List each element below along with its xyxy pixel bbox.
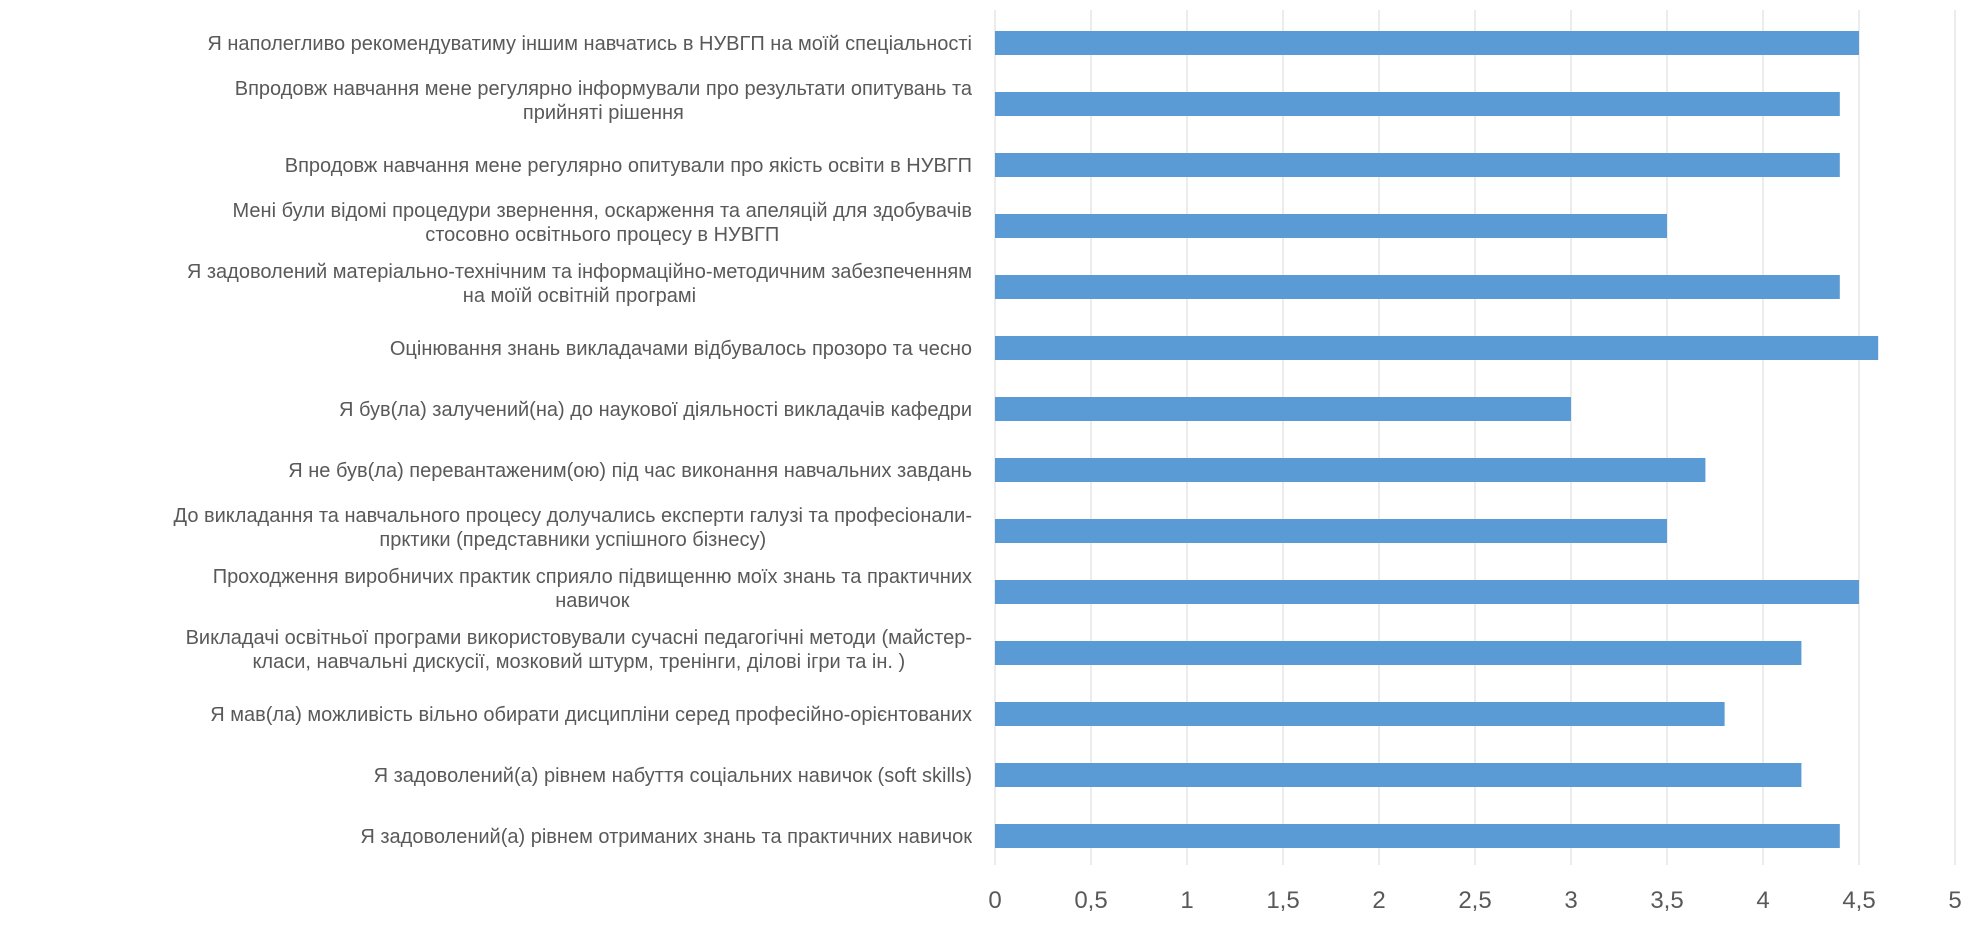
category-label-line: Я задоволений(а) рівнем набуття соціальн… xyxy=(374,765,972,787)
x-tick-label: 1 xyxy=(1180,887,1193,914)
category-label-line: Я задоволений матеріально-технічним та і… xyxy=(187,261,972,283)
bar xyxy=(995,275,1840,299)
category-label-line: прийняті рішення xyxy=(523,102,684,124)
bar xyxy=(995,336,1879,360)
category-label-line: Впродовж навчання мене регулярно інформу… xyxy=(235,78,973,100)
category-label: Я задоволений(а) рівнем отриманих знань … xyxy=(360,826,972,848)
category-label: Я наполегливо рекомендуватиму іншим навч… xyxy=(207,33,972,55)
category-label-line: прктики (представники успішного бізнесу) xyxy=(379,529,766,551)
x-tick-label: 0,5 xyxy=(1074,887,1107,914)
x-tick-label: 2,5 xyxy=(1458,887,1491,914)
category-label-line: Викладачі освітньої програми використову… xyxy=(186,627,972,649)
category-label-line: навичок xyxy=(555,590,630,612)
bar xyxy=(995,702,1725,726)
bar xyxy=(995,458,1706,482)
category-label: Впродовж навчання мене регулярно інформу… xyxy=(235,78,973,124)
gridlines xyxy=(994,10,1956,865)
category-label-line: Я задоволений(а) рівнем отриманих знань … xyxy=(360,826,972,848)
x-tick-label: 2 xyxy=(1372,887,1385,914)
bar xyxy=(995,153,1840,177)
category-label-line: класи, навчальні дискусії, мозковий штур… xyxy=(252,651,905,673)
category-label-line: Я не був(ла) перевантаженим(ою) під час … xyxy=(288,460,972,482)
bar xyxy=(995,31,1859,55)
category-label: До викладання та навчального процесу дол… xyxy=(174,505,972,551)
category-label: Викладачі освітньої програми використову… xyxy=(186,627,972,673)
category-label-line: Проходження виробничих практик сприяло п… xyxy=(213,566,972,588)
x-tick-label: 0 xyxy=(988,887,1001,914)
bar xyxy=(995,580,1859,604)
category-label: Мені були відомі процедури звернення, ос… xyxy=(233,200,972,246)
bars xyxy=(995,31,1879,848)
x-tick-label: 3 xyxy=(1564,887,1577,914)
category-label-line: Оцінювання знань викладачами відбувалось… xyxy=(390,338,972,360)
category-label: Оцінювання знань викладачами відбувалось… xyxy=(390,338,972,360)
category-label: Я задоволений матеріально-технічним та і… xyxy=(187,261,972,307)
category-label: Я не був(ла) перевантаженим(ою) під час … xyxy=(288,460,972,482)
x-tick-label: 5 xyxy=(1948,887,1961,914)
category-label-line: на моїй освітній програмі xyxy=(463,285,696,307)
category-label: Впродовж навчання мене регулярно опитува… xyxy=(285,155,972,177)
category-label: Я був(ла) залучений(на) до наукової діял… xyxy=(339,399,972,421)
category-label-line: Я був(ла) залучений(на) до наукової діял… xyxy=(339,399,972,421)
category-label-line: Впродовж навчання мене регулярно опитува… xyxy=(285,155,972,177)
x-tick-label: 4 xyxy=(1756,887,1769,914)
x-tick-label: 1,5 xyxy=(1266,887,1299,914)
category-label-line: Я наполегливо рекомендуватиму іншим навч… xyxy=(207,33,972,55)
bar xyxy=(995,763,1802,787)
category-label-line: стосовно освітнього процесу в НУВГП xyxy=(425,224,779,246)
category-label: Я задоволений(а) рівнем набуття соціальн… xyxy=(374,765,972,787)
category-label-line: Я мав(ла) можливість вільно обирати дисц… xyxy=(210,704,972,726)
x-axis-ticks: 0 0,5 1 1,5 2 2,5 3 3,5 4 4,5 5 xyxy=(988,887,1961,914)
category-label: Я мав(ла) можливість вільно обирати дисц… xyxy=(210,704,972,726)
bar xyxy=(995,824,1840,848)
bar xyxy=(995,641,1802,665)
category-label-line: Мені були відомі процедури звернення, ос… xyxy=(233,200,972,222)
x-tick-label: 3,5 xyxy=(1650,887,1683,914)
x-tick-label: 4,5 xyxy=(1842,887,1875,914)
category-label: Проходження виробничих практик сприяло п… xyxy=(213,566,972,612)
category-label-line: До викладання та навчального процесу дол… xyxy=(174,505,972,527)
bar xyxy=(995,214,1667,238)
bar xyxy=(995,92,1840,116)
bar xyxy=(995,397,1571,421)
bar xyxy=(995,519,1667,543)
category-labels: Я наполегливо рекомендуватиму іншим навч… xyxy=(174,33,973,848)
